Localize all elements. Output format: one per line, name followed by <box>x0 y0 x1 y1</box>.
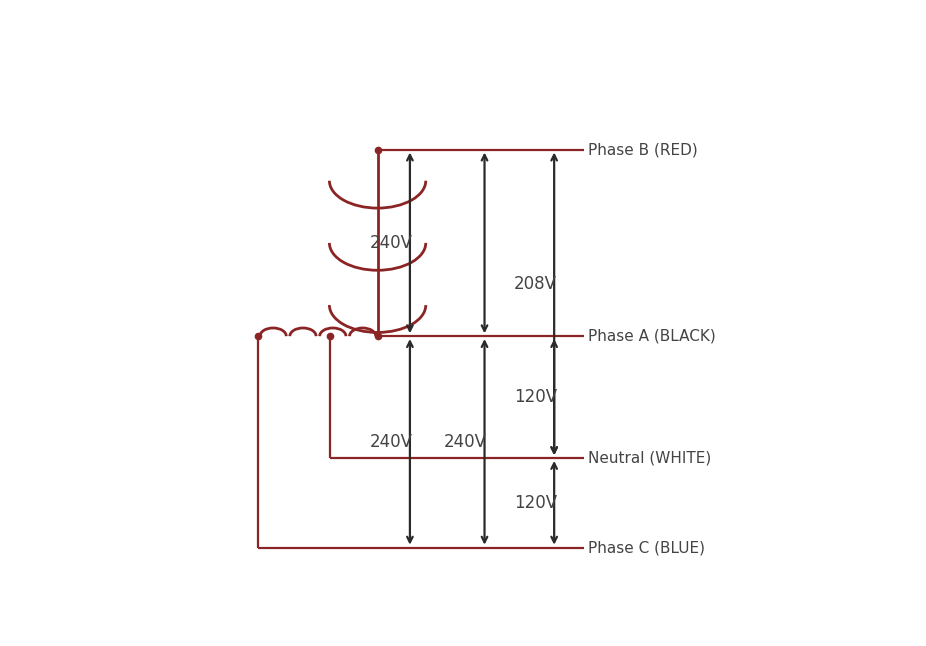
Text: Phase C (BLUE): Phase C (BLUE) <box>588 540 705 555</box>
Text: Phase A (BLACK): Phase A (BLACK) <box>588 329 716 344</box>
Text: 240V: 240V <box>444 433 487 451</box>
Text: 208V: 208V <box>514 275 557 293</box>
Text: Neutral (WHITE): Neutral (WHITE) <box>588 450 711 466</box>
Text: Phase B (RED): Phase B (RED) <box>588 142 697 157</box>
Text: 120V: 120V <box>514 388 557 406</box>
Text: 240V: 240V <box>369 433 412 451</box>
Text: 120V: 120V <box>514 494 557 512</box>
Text: 240V: 240V <box>369 234 412 252</box>
